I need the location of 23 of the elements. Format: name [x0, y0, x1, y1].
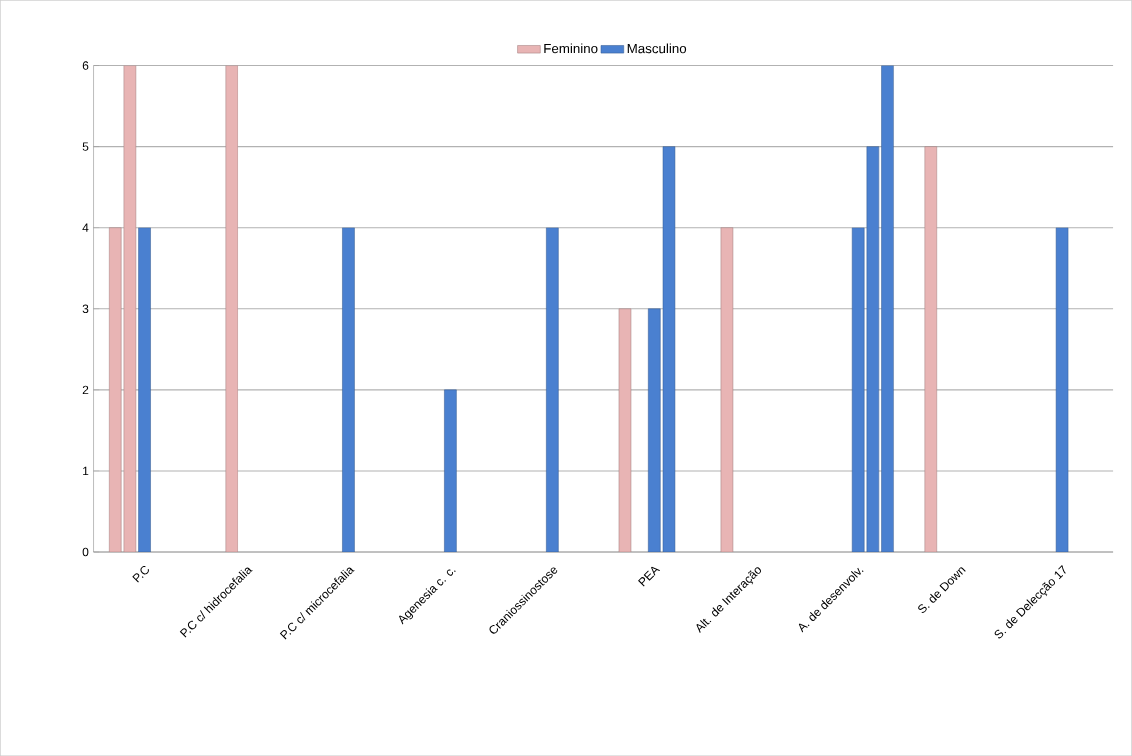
y-tick-label: 3: [82, 304, 89, 313]
bar: [108, 227, 122, 552]
bar: [720, 227, 734, 552]
legend-label: Feminino: [544, 43, 598, 54]
bar: [138, 227, 151, 552]
bar: [546, 227, 559, 552]
legend-label: Masculino: [627, 43, 687, 54]
y-tick-label: 6: [82, 61, 89, 70]
y-tick-label: 5: [82, 142, 89, 151]
bar: [924, 146, 938, 552]
bar: [123, 65, 137, 552]
x-tick-label: PEA: [638, 566, 661, 587]
y-tick-label: 2: [82, 385, 89, 394]
bar: [225, 65, 239, 552]
y-tick-label: 4: [82, 223, 89, 232]
bar: [342, 227, 355, 552]
bar: [618, 308, 632, 552]
y-tick-label: 1: [83, 466, 89, 475]
x-tick-label: P.C: [132, 565, 149, 583]
bar: [1055, 227, 1069, 552]
y-tick-label: 0: [82, 547, 89, 557]
bar: [648, 308, 661, 552]
bar: [444, 389, 457, 552]
